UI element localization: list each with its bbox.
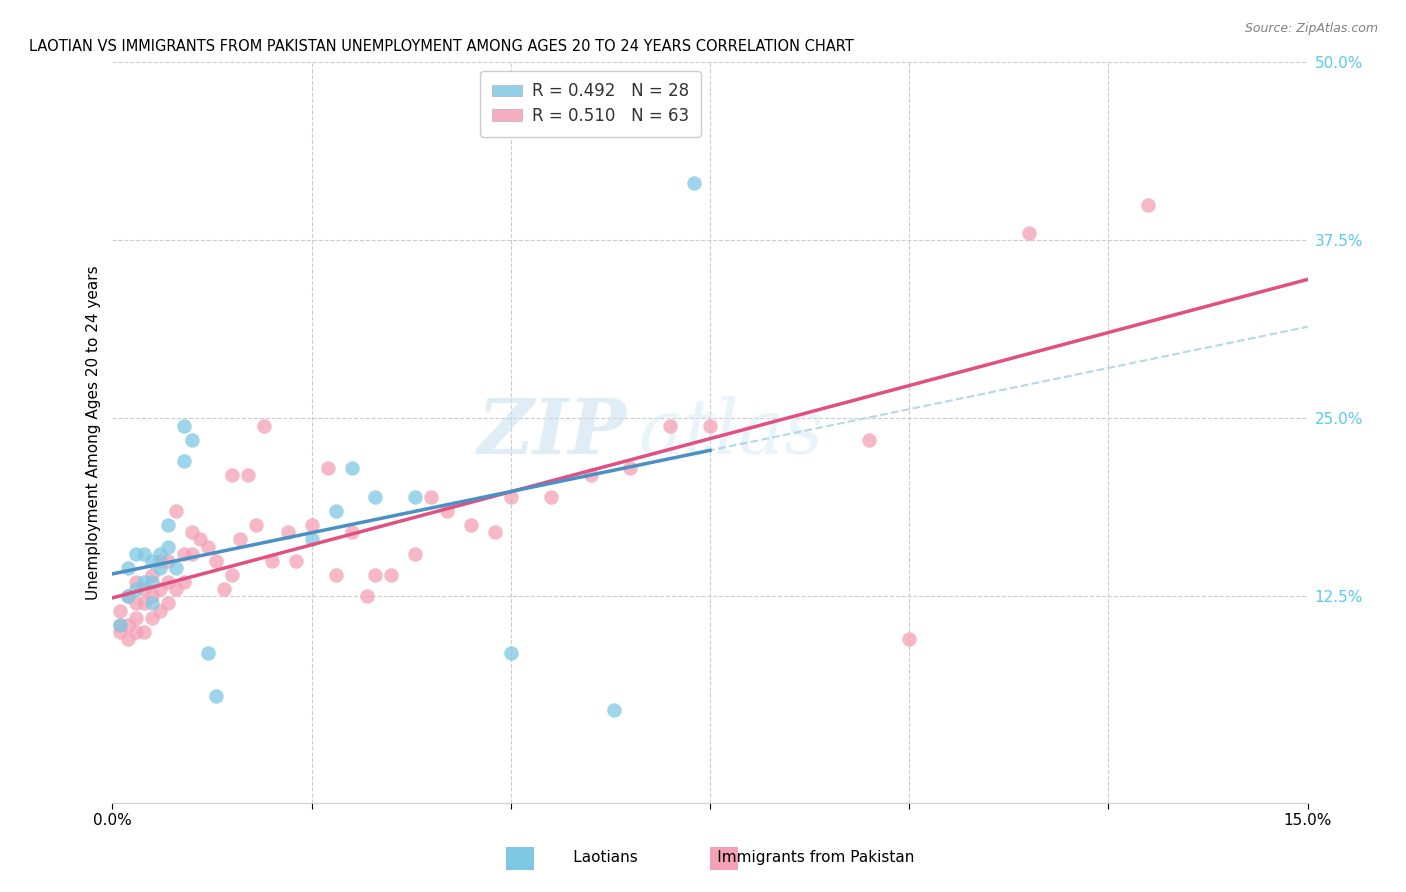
Point — [117, 590, 139, 604]
Point — [404, 490, 426, 504]
Point — [134, 597, 156, 611]
Point — [284, 554, 307, 568]
Point — [157, 554, 180, 568]
Point — [141, 597, 163, 611]
Point — [579, 468, 602, 483]
Point — [134, 624, 156, 639]
Text: LAOTIAN VS IMMIGRANTS FROM PAKISTAN UNEMPLOYMENT AMONG AGES 20 TO 24 YEARS CORRE: LAOTIAN VS IMMIGRANTS FROM PAKISTAN UNEM… — [28, 39, 853, 54]
Text: atlas: atlas — [638, 396, 824, 469]
Point — [149, 547, 172, 561]
Point — [858, 433, 880, 447]
Point — [134, 575, 156, 590]
Text: Source: ZipAtlas.com: Source: ZipAtlas.com — [1244, 22, 1378, 36]
Point — [603, 703, 626, 717]
Point — [173, 547, 195, 561]
Point — [380, 568, 402, 582]
Point — [181, 525, 204, 540]
Point — [110, 617, 132, 632]
Point — [236, 468, 259, 483]
Point — [1137, 198, 1160, 212]
Point — [301, 533, 323, 547]
Point — [181, 547, 204, 561]
Point — [277, 525, 299, 540]
Point — [499, 490, 522, 504]
Point — [699, 418, 721, 433]
Point — [165, 582, 187, 597]
Point — [117, 632, 139, 646]
Point — [340, 525, 363, 540]
Point — [134, 547, 156, 561]
Point — [141, 575, 163, 590]
Point — [117, 617, 139, 632]
Point — [141, 568, 163, 582]
Point — [499, 646, 522, 660]
Text: Immigrants from Pakistan: Immigrants from Pakistan — [688, 850, 915, 865]
Point — [460, 518, 482, 533]
Legend: R = 0.492   N = 28, R = 0.510   N = 63: R = 0.492 N = 28, R = 0.510 N = 63 — [481, 70, 700, 136]
Point — [188, 533, 211, 547]
Point — [110, 604, 132, 618]
Point — [149, 582, 172, 597]
Point — [125, 575, 148, 590]
Point — [245, 518, 267, 533]
Point — [364, 568, 387, 582]
Point — [173, 418, 195, 433]
Point — [404, 547, 426, 561]
Point — [157, 540, 180, 554]
Point — [619, 461, 641, 475]
Point — [157, 518, 180, 533]
Point — [325, 504, 347, 518]
Point — [205, 554, 228, 568]
Point — [260, 554, 283, 568]
Point — [356, 590, 378, 604]
Point — [149, 604, 172, 618]
Point — [125, 611, 148, 625]
Point — [1018, 227, 1040, 241]
Point — [325, 568, 347, 582]
Point — [340, 461, 363, 475]
Point — [221, 468, 243, 483]
Point — [165, 561, 187, 575]
Point — [420, 490, 443, 504]
Point — [683, 177, 706, 191]
Point — [117, 590, 139, 604]
Point — [173, 575, 195, 590]
Point — [157, 575, 180, 590]
Point — [316, 461, 339, 475]
Point — [301, 518, 323, 533]
Point — [205, 689, 228, 703]
Point — [484, 525, 506, 540]
Point — [165, 504, 187, 518]
Point — [141, 611, 163, 625]
Point — [149, 561, 172, 575]
Point — [197, 540, 219, 554]
Point — [540, 490, 562, 504]
Point — [659, 418, 682, 433]
Point — [212, 582, 235, 597]
Point — [221, 568, 243, 582]
Point — [898, 632, 921, 646]
Point — [134, 582, 156, 597]
Point — [141, 590, 163, 604]
Point — [110, 624, 132, 639]
Point — [125, 547, 148, 561]
Point — [253, 418, 276, 433]
Point — [125, 597, 148, 611]
Point — [117, 561, 139, 575]
Point — [125, 582, 148, 597]
Point — [173, 454, 195, 468]
Point — [157, 597, 180, 611]
Point — [197, 646, 219, 660]
Text: Laotians: Laotians — [544, 850, 637, 865]
Point — [149, 554, 172, 568]
Point — [229, 533, 252, 547]
Point — [364, 490, 387, 504]
Point — [436, 504, 458, 518]
Point — [181, 433, 204, 447]
Point — [125, 624, 148, 639]
Point — [110, 617, 132, 632]
Point — [141, 554, 163, 568]
Y-axis label: Unemployment Among Ages 20 to 24 years: Unemployment Among Ages 20 to 24 years — [86, 265, 101, 600]
Text: ZIP: ZIP — [478, 396, 627, 469]
